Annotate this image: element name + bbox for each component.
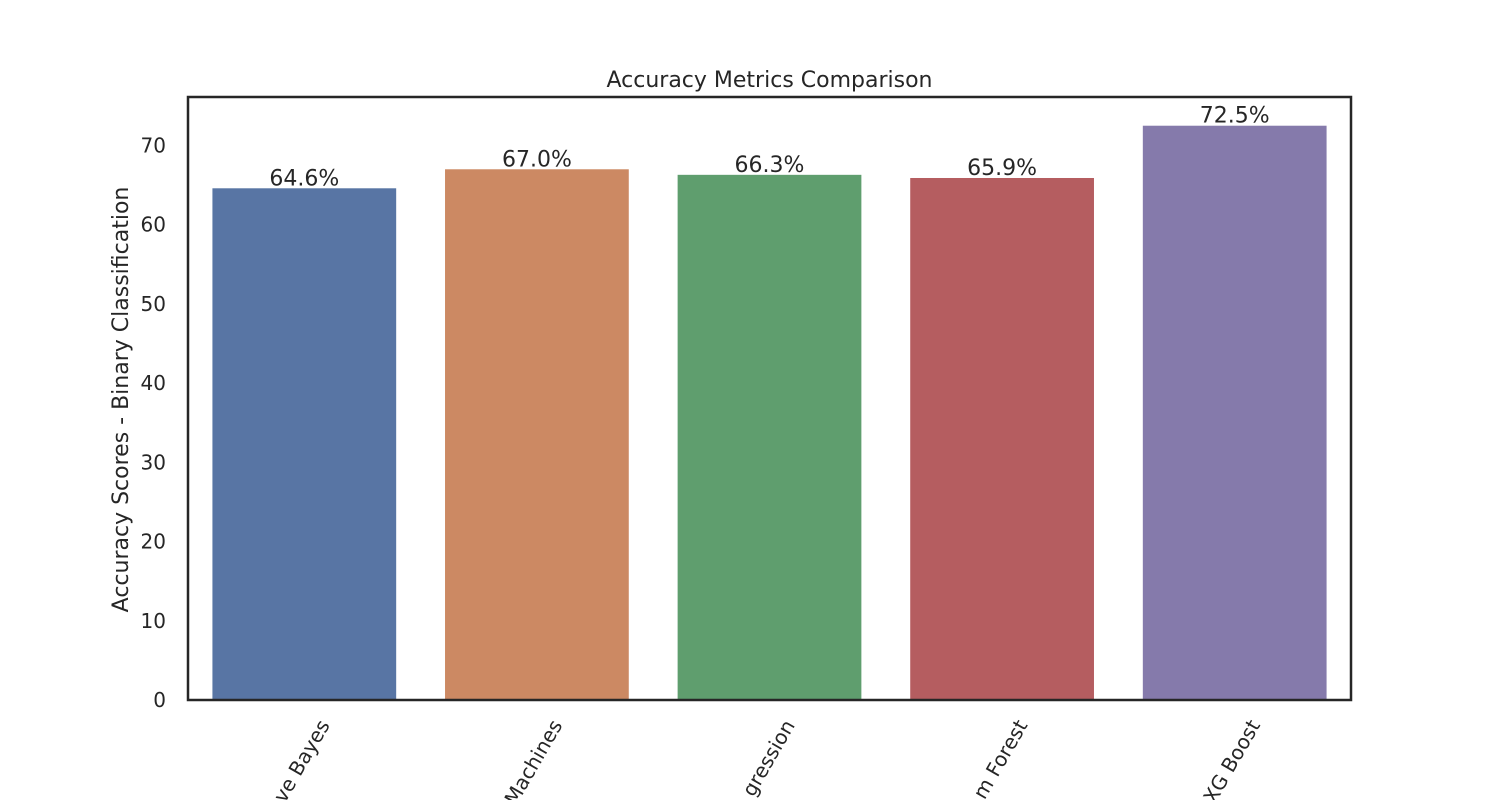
- x-ticks-layer: ve Bayes Machines gression m Forest XG Boost: [268, 715, 1265, 800]
- y-tick-label-20: 20: [141, 530, 166, 554]
- bar-value-label-4: 65.9%: [967, 156, 1037, 181]
- bar-3: [677, 174, 862, 700]
- bar-1: [212, 188, 397, 700]
- chart-title: Accuracy Metrics Comparison: [606, 68, 932, 93]
- bar-4: [910, 177, 1094, 701]
- x-tick-label-5: XG Boost: [1198, 715, 1265, 800]
- bars-layer: [212, 125, 1327, 701]
- value-labels-layer: 64.6% 67.0% 66.3% 65.9% 72.5%: [269, 104, 1269, 192]
- x-tick-label-1: ve Bayes: [268, 716, 334, 800]
- x-tick-label-2: Machines: [499, 716, 567, 800]
- y-tick-label-10: 10: [141, 609, 166, 633]
- bar-value-label-5: 72.5%: [1200, 104, 1270, 129]
- x-tick-label-3: gression: [737, 716, 800, 800]
- bar-value-label-1: 64.6%: [269, 166, 339, 191]
- y-ticks-layer: 0 10 20 30 40 50 60 70: [141, 134, 166, 712]
- bar-2: [445, 169, 629, 701]
- y-axis-label: Accuracy Scores - Binary Classification: [109, 187, 134, 613]
- x-tick-label-4: m Forest: [968, 715, 1032, 800]
- y-tick-label-40: 40: [141, 371, 166, 395]
- y-tick-label-0: 0: [153, 688, 166, 712]
- axes-frame: [186, 95, 1353, 702]
- y-tick-label-60: 60: [141, 213, 166, 237]
- bar-5: [1142, 125, 1327, 700]
- bar-value-label-3: 66.3%: [735, 153, 805, 178]
- y-tick-label-30: 30: [141, 450, 166, 474]
- y-tick-label-70: 70: [141, 134, 166, 158]
- bar-value-label-2: 67.0%: [502, 147, 572, 172]
- y-tick-label-50: 50: [141, 292, 166, 316]
